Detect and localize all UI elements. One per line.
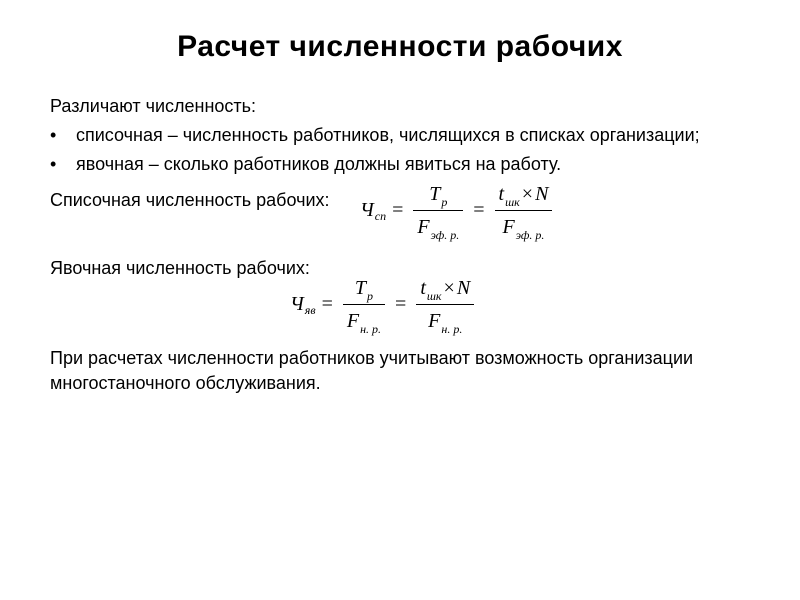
- list-item: • списочная – численность работников, чи…: [50, 123, 750, 148]
- formula-sub: эф. р.: [516, 228, 545, 242]
- fraction-bar: [413, 210, 463, 211]
- formula-expression: Чсп = Tр Fэф. р. = tшк×N Fэф. р.: [360, 180, 556, 241]
- formula-sub: шк: [505, 195, 520, 209]
- fraction-bar: [343, 304, 385, 305]
- formula-sub: н. р.: [441, 322, 462, 336]
- list-item: • явочная – сколько работников должны яв…: [50, 152, 750, 177]
- formula-var: F: [347, 310, 359, 332]
- equals-sign: =: [473, 196, 484, 224]
- bullet-mark: •: [50, 123, 76, 148]
- conclusion-text: При расчетах численности работников учит…: [50, 346, 750, 396]
- formula-sub: яв: [305, 302, 316, 319]
- formula-sub: эф. р.: [431, 228, 460, 242]
- formula-var: F: [428, 310, 440, 332]
- equals-sign: =: [392, 196, 403, 224]
- formula-var: N: [535, 183, 548, 205]
- fraction: Tр Fэф. р.: [413, 180, 463, 241]
- formula-var: Ч: [290, 290, 304, 318]
- formula-sub: р: [367, 289, 373, 303]
- formula-var: F: [503, 216, 515, 238]
- slide-title: Расчет численности рабочих: [50, 30, 750, 64]
- formula-label: Списочная численность рабочих:: [50, 190, 330, 210]
- formula-section-2: Явочная численность рабочих: Чяв = Tр Fн…: [50, 256, 750, 326]
- fraction-bar: [495, 210, 553, 211]
- fraction: tшк×N Fн. р.: [416, 274, 474, 335]
- formula-var: Ч: [360, 196, 374, 224]
- bullet-mark: •: [50, 152, 76, 177]
- formula-section-1: Списочная численность рабочих: Чсп = Tр …: [50, 188, 750, 244]
- bullet-text: явочная – сколько работников должны явит…: [76, 152, 750, 177]
- bullet-text: списочная – численность работников, числ…: [76, 123, 750, 148]
- formula-sub: р: [441, 195, 447, 209]
- body-content: Различают численность: • списочная – чис…: [50, 94, 750, 396]
- bullet-list: • списочная – численность работников, чи…: [50, 123, 750, 177]
- fraction-bar: [416, 304, 474, 305]
- formula-var: t: [420, 277, 426, 299]
- intro-text: Различают численность:: [50, 94, 750, 119]
- equals-sign: =: [322, 290, 333, 318]
- formula-var: N: [457, 277, 470, 299]
- times-sign: ×: [444, 277, 455, 299]
- fraction: tшк×N Fэф. р.: [495, 180, 553, 241]
- equals-sign: =: [395, 290, 406, 318]
- times-sign: ×: [522, 183, 533, 205]
- formula-sub: н. р.: [360, 322, 381, 336]
- formula-expression: Чяв = Tр Fн. р. = tшк×N Fн. р.: [290, 274, 478, 335]
- formula-sub: шк: [427, 289, 442, 303]
- formula-var: T: [355, 277, 366, 299]
- formula-var: t: [499, 183, 505, 205]
- formula-sub: сп: [375, 208, 386, 225]
- formula-var: T: [429, 183, 440, 205]
- fraction: Tр Fн. р.: [343, 274, 385, 335]
- formula-label: Явочная численность рабочих:: [50, 258, 310, 278]
- formula-var: F: [417, 216, 429, 238]
